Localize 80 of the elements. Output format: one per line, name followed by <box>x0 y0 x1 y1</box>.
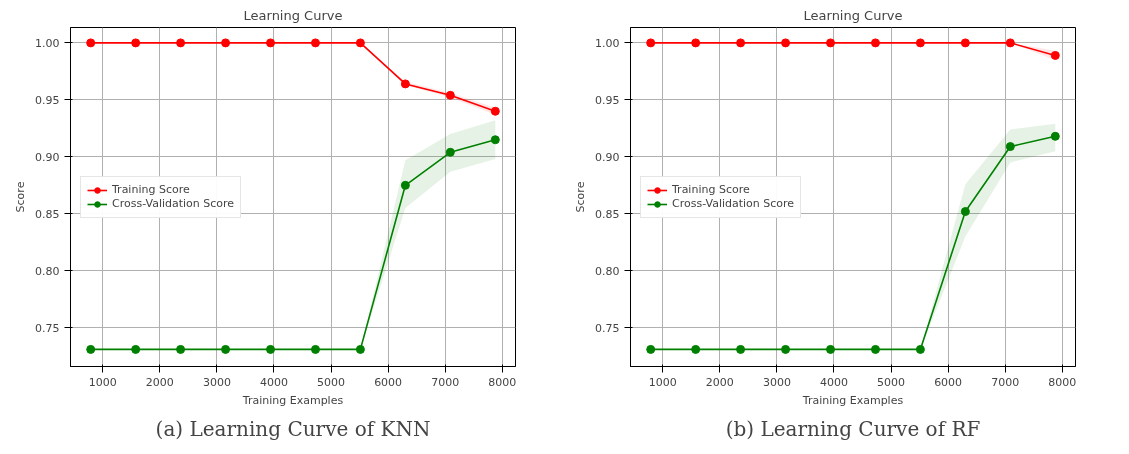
legend-label: Training Score <box>112 183 190 196</box>
x-axis-title: Training Examples <box>241 393 344 407</box>
point <box>646 38 656 48</box>
point <box>826 344 836 354</box>
point <box>221 38 231 48</box>
legend-label: Cross-Validation Score <box>112 197 235 210</box>
x-tick-label: 8000 <box>488 375 517 389</box>
y-tick-label: 1.00 <box>595 36 620 50</box>
point <box>646 344 656 354</box>
point <box>355 38 365 48</box>
y-axis-title: Score <box>14 181 28 213</box>
x-tick-label: 1000 <box>648 375 677 389</box>
x-tick-label: 2000 <box>705 375 734 389</box>
chart-title: Learning Curve <box>243 7 343 23</box>
point <box>691 38 701 48</box>
y-tick-label: 0.75 <box>35 321 60 335</box>
point <box>781 344 791 354</box>
point <box>1005 38 1015 48</box>
point <box>445 90 455 100</box>
y-tick-label: 0.95 <box>35 93 60 107</box>
y-tick-label: 0.95 <box>595 93 620 107</box>
x-tick-label: 8000 <box>1048 375 1077 389</box>
y-tick-label: 0.85 <box>35 207 60 221</box>
point <box>915 38 925 48</box>
x-tick-label: 6000 <box>934 375 963 389</box>
x-tick-label: 2000 <box>145 375 174 389</box>
x-tick-label: 1000 <box>88 375 117 389</box>
point <box>86 344 96 354</box>
point <box>400 79 410 89</box>
point <box>176 344 186 354</box>
chart-title: Learning Curve <box>803 7 903 23</box>
point <box>400 180 410 190</box>
text: (b) Learning Curve of RF <box>725 416 981 441</box>
point <box>266 38 276 48</box>
y-tick-label: 0.90 <box>595 150 620 164</box>
point <box>1050 50 1060 60</box>
y-tick-label: 0.75 <box>595 321 620 335</box>
point <box>736 344 746 354</box>
point <box>176 38 186 48</box>
text: (a) Learning Curve of KNN <box>155 416 431 441</box>
point <box>826 38 836 48</box>
point <box>960 207 970 217</box>
x-tick-label: 4000 <box>260 375 288 389</box>
x-tick-label: 4000 <box>820 375 848 389</box>
y-tick-label: 1.00 <box>35 36 60 50</box>
point <box>221 344 231 354</box>
point <box>490 135 500 145</box>
point <box>736 38 746 48</box>
legend-label: Training Score <box>672 183 750 196</box>
point <box>781 38 791 48</box>
y-tick-label: 0.90 <box>35 150 60 164</box>
point <box>915 344 925 354</box>
legend-label: Cross-Validation Score <box>672 197 795 210</box>
y-axis-title: Score <box>574 181 588 213</box>
point <box>355 344 365 354</box>
point <box>131 344 141 354</box>
x-tick-label: 7000 <box>991 375 1020 389</box>
x-tick-label: 7000 <box>431 375 460 389</box>
point <box>310 38 320 48</box>
x-axis-title: Training Examples <box>801 393 904 407</box>
x-tick-label: 6000 <box>374 375 403 389</box>
point <box>1050 131 1060 141</box>
point <box>86 38 96 48</box>
point <box>445 147 455 157</box>
x-tick-label: 5000 <box>317 375 346 389</box>
x-tick-label: 5000 <box>877 375 906 389</box>
point <box>1005 142 1015 152</box>
point <box>870 344 880 354</box>
point <box>131 38 141 48</box>
point <box>490 106 500 116</box>
point <box>960 38 970 48</box>
x-tick-label: 3000 <box>202 375 231 389</box>
x-tick-label: 3000 <box>762 375 791 389</box>
point <box>310 344 320 354</box>
y-tick-label: 0.80 <box>595 264 620 278</box>
point <box>870 38 880 48</box>
y-tick-label: 0.85 <box>595 207 620 221</box>
y-tick-label: 0.80 <box>35 264 60 278</box>
point <box>691 344 701 354</box>
point <box>266 344 276 354</box>
